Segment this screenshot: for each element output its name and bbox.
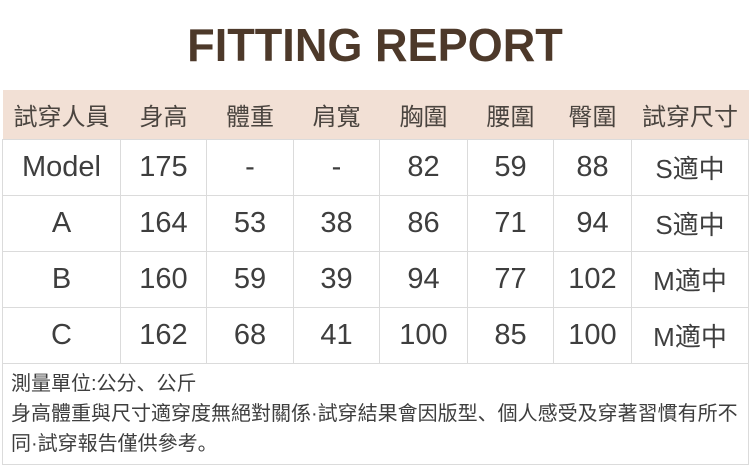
cell-waist: 71: [467, 194, 554, 252]
cell-fitting-size: M適中: [631, 250, 749, 308]
cell-hip: 100: [553, 306, 632, 364]
cell-bust: 100: [379, 306, 468, 364]
column-header-fitting-size: 試穿尺寸: [631, 90, 749, 139]
cell-shoulder: 39: [293, 250, 380, 308]
column-header-hip: 臀圍: [553, 90, 632, 139]
cell-tester: B: [2, 250, 121, 308]
cell-height: 175: [120, 138, 207, 196]
column-header-height: 身高: [120, 90, 207, 139]
cell-shoulder: 38: [293, 194, 380, 252]
table-row-a: A 164 53 38 86 71 94 S適中: [2, 194, 749, 252]
cell-shoulder: 41: [293, 306, 380, 364]
cell-hip: 94: [553, 194, 632, 252]
cell-tester: C: [2, 306, 121, 364]
cell-hip: 102: [553, 250, 632, 308]
cell-height: 160: [120, 250, 207, 308]
cell-hip: 88: [553, 138, 632, 196]
cell-bust: 86: [379, 194, 468, 252]
column-header-weight: 體重: [206, 90, 294, 139]
cell-fitting-size: M適中: [631, 306, 749, 364]
cell-waist: 77: [467, 250, 554, 308]
cell-fitting-size: S適中: [631, 138, 749, 196]
column-header-waist: 腰圍: [467, 90, 554, 139]
cell-fitting-size: S適中: [631, 194, 749, 252]
page-title: FITTING REPORT: [187, 19, 563, 71]
fitting-table: 試穿人員 身高 體重 肩寬 胸圍 腰圍 臀圍 試穿尺寸 Model 175 - …: [2, 90, 749, 465]
notes-units-line: 測量單位:公分、公斤: [11, 372, 197, 395]
column-header-shoulder: 肩寬: [293, 90, 380, 139]
cell-waist: 59: [467, 138, 554, 196]
notes-disclaimer-line: 身高體重與尺寸適穿度無絕對關係·試穿結果會因版型、個人感受及穿著習慣有所不同·試…: [11, 402, 738, 455]
notes-cell: 測量單位:公分、公斤 身高體重與尺寸適穿度無絕對關係·試穿結果會因版型、個人感受…: [2, 362, 749, 465]
cell-weight: 59: [206, 250, 294, 308]
table-notes-row: 測量單位:公分、公斤 身高體重與尺寸適穿度無絕對關係·試穿結果會因版型、個人感受…: [2, 362, 749, 465]
table-header-row: 試穿人員 身高 體重 肩寬 胸圍 腰圍 臀圍 試穿尺寸: [2, 90, 749, 139]
cell-weight: 53: [206, 194, 294, 252]
cell-tester: Model: [2, 138, 121, 196]
table-row-b: B 160 59 39 94 77 102 M適中: [2, 250, 749, 308]
cell-height: 162: [120, 306, 207, 364]
cell-height: 164: [120, 194, 207, 252]
cell-tester: A: [2, 194, 121, 252]
cell-weight: -: [206, 138, 294, 196]
column-header-bust: 胸圍: [379, 90, 468, 139]
cell-bust: 94: [379, 250, 468, 308]
cell-bust: 82: [379, 138, 468, 196]
cell-shoulder: -: [293, 138, 380, 196]
cell-weight: 68: [206, 306, 294, 364]
cell-waist: 85: [467, 306, 554, 364]
column-header-tester: 試穿人員: [2, 90, 121, 139]
table-row-c: C 162 68 41 100 85 100 M適中: [2, 306, 749, 364]
table-row-model: Model 175 - - 82 59 88 S適中: [2, 138, 749, 196]
